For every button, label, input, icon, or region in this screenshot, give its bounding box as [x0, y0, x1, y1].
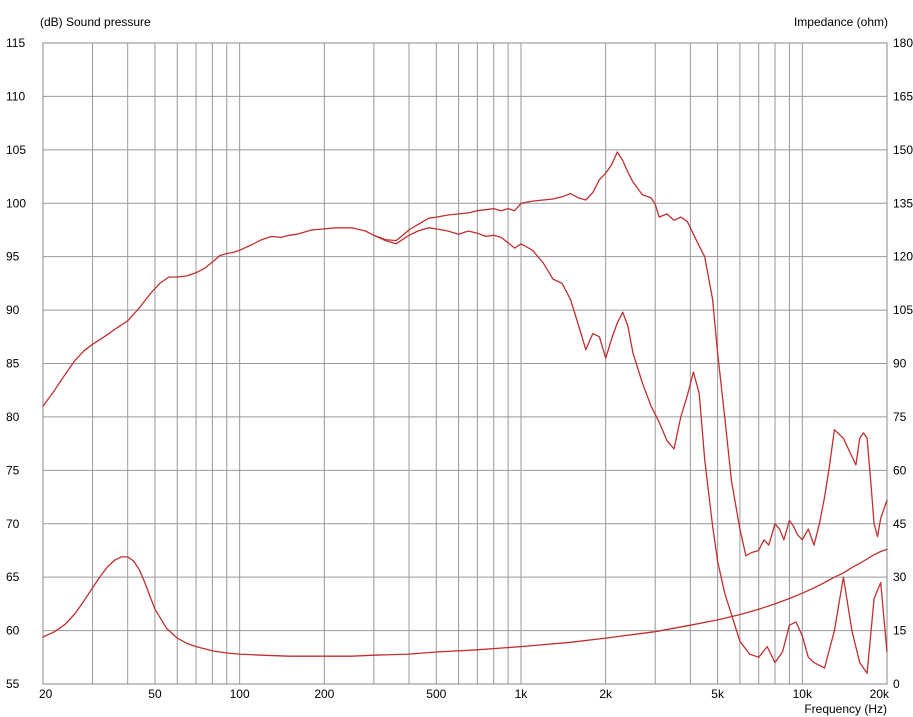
series-line-1 [42, 227, 888, 674]
x-tick-label: 2k [599, 687, 613, 701]
left-tick-label: 100 [6, 196, 26, 210]
series-lines [42, 151, 888, 674]
right-tick-label: 165 [893, 89, 913, 103]
x-tick-label: 5k [711, 687, 725, 701]
left-tick-labels: 115 110 105 100 95 90 85 80 75 70 65 60 55 [6, 36, 26, 691]
x-tick-label: 500 [426, 687, 446, 701]
left-tick-label: 105 [6, 143, 26, 157]
left-tick-label: 85 [6, 357, 20, 371]
x-tick-label: 50 [148, 687, 162, 701]
x-tick-labels: 20 50 100 200 500 1k 2k 5k 10k 20k [39, 687, 890, 701]
right-tick-label: 150 [893, 143, 913, 157]
left-tick-label: 80 [6, 410, 20, 424]
grid [43, 43, 887, 684]
right-tick-label: 90 [893, 357, 907, 371]
right-tick-label: 45 [893, 517, 907, 531]
right-tick-label: 180 [893, 36, 913, 50]
right-tick-label: 75 [893, 410, 907, 424]
series-line-3 [42, 548, 888, 657]
x-axis-label: Frequency (Hz) [804, 702, 887, 716]
x-tick-label: 1k [515, 687, 529, 701]
x-tick-label: 20k [870, 687, 890, 701]
right-tick-label: 15 [893, 624, 907, 638]
plot-frame [42, 42, 888, 685]
right-tick-label: 60 [893, 463, 907, 477]
left-tick-label: 90 [6, 303, 20, 317]
right-tick-label: 30 [893, 570, 907, 584]
x-tick-label: 200 [314, 687, 334, 701]
left-axis-label: (dB) Sound pressure [40, 15, 151, 29]
right-tick-label: 105 [893, 303, 913, 317]
right-tick-label: 135 [893, 196, 913, 210]
left-tick-label: 95 [6, 250, 20, 264]
series-line-2 [373, 151, 888, 557]
left-tick-label: 60 [6, 624, 20, 638]
left-tick-label: 110 [6, 89, 25, 103]
left-tick-label: 70 [6, 517, 20, 531]
right-tick-label: 120 [893, 250, 913, 264]
right-tick-label: 0 [893, 677, 900, 691]
x-tick-label: 100 [230, 687, 250, 701]
x-tick-label: 10k [793, 687, 813, 701]
left-tick-label: 75 [6, 463, 20, 477]
left-tick-label: 65 [6, 570, 20, 584]
left-tick-label: 55 [6, 677, 20, 691]
left-tick-label: 115 [6, 36, 25, 50]
right-axis-label: Impedance (ohm) [794, 15, 888, 29]
x-tick-label: 20 [39, 687, 53, 701]
